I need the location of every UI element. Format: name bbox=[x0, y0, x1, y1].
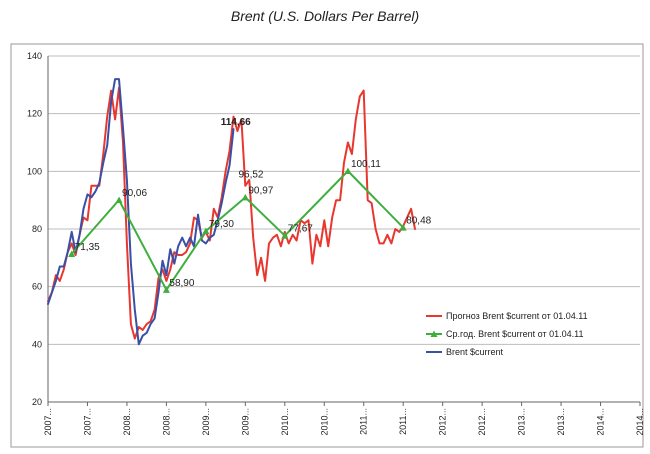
series-line-1 bbox=[70, 170, 405, 291]
x-tick-label: 2013... bbox=[556, 408, 566, 436]
y-tick-label: 140 bbox=[27, 51, 42, 61]
y-tick-label: 120 bbox=[27, 109, 42, 119]
y-tick-label: 20 bbox=[32, 397, 42, 407]
x-tick-label: 2012... bbox=[438, 408, 448, 436]
series-marker-1 bbox=[115, 196, 123, 203]
legend-marker-1 bbox=[430, 330, 438, 337]
plot-frame bbox=[10, 43, 644, 448]
series-marker-1 bbox=[241, 193, 249, 201]
x-tick-label: 2014... bbox=[635, 408, 645, 436]
data-label: 77,67 bbox=[288, 224, 313, 235]
x-tick-label: 2013... bbox=[517, 408, 527, 436]
data-label: 96,52 bbox=[238, 169, 263, 180]
axes: 20 40 60 80 100 120 140 2007... 2007... 2008... 20… bbox=[27, 51, 645, 436]
x-tick-label: 2011... bbox=[398, 408, 408, 435]
x-tick-label: 2009... bbox=[201, 408, 211, 436]
x-tick-label: 2010... bbox=[280, 408, 290, 436]
x-tick-label: 2008... bbox=[122, 408, 132, 436]
series-line-0 bbox=[47, 86, 416, 340]
series-marker-1 bbox=[344, 167, 352, 175]
series-group bbox=[47, 78, 416, 346]
x-tick-label: 2009... bbox=[240, 408, 250, 436]
chart-title: Brent (U.S. Dollars Per Barrel) bbox=[230, 8, 420, 24]
y-tick-label: 100 bbox=[27, 166, 42, 176]
x-tick-label: 2008... bbox=[161, 408, 171, 436]
series-marker-1 bbox=[202, 227, 210, 235]
y-tick-label: 40 bbox=[32, 339, 42, 349]
x-tick-label: 2012... bbox=[477, 408, 487, 436]
data-label: 114,66 bbox=[221, 117, 251, 128]
x-tick-label: 2014... bbox=[596, 408, 606, 436]
data-label: 90,06 bbox=[122, 188, 147, 199]
legend-label-1: Ср.год. Brent $current от 01.04.11 bbox=[446, 329, 583, 339]
x-tick-label: 2007... bbox=[82, 408, 92, 436]
series-marker-1 bbox=[68, 250, 76, 257]
series-line-2 bbox=[47, 78, 235, 346]
series-marker-1 bbox=[399, 224, 407, 231]
data-label: 79,30 bbox=[209, 219, 234, 230]
legend-label-0: Прогноз Brent $current от 01.04.11 bbox=[446, 311, 588, 321]
y-tick-label: 60 bbox=[32, 282, 42, 292]
series-marker-1 bbox=[162, 286, 170, 293]
data-labels: 71,35 90,06 58,90 79,30 96,52 90,97 77,67 100,1… bbox=[75, 117, 432, 289]
data-label: 90,97 bbox=[248, 185, 273, 196]
data-label: 80,48 bbox=[406, 216, 431, 227]
x-tick-label: 2011... bbox=[359, 408, 369, 435]
data-label: 71,35 bbox=[75, 242, 100, 253]
x-tick-label: 2010... bbox=[319, 408, 329, 436]
x-tick-label: 2007... bbox=[43, 408, 53, 436]
series-marker-1 bbox=[281, 232, 289, 239]
legend: Прогноз Brent $current от 01.04.11 Ср.год… bbox=[426, 311, 588, 357]
data-label: 58,90 bbox=[169, 278, 194, 289]
data-label: 100,11 bbox=[351, 159, 381, 170]
legend-label-2: Brent $current bbox=[446, 347, 504, 357]
y-tick-label: 80 bbox=[32, 224, 42, 234]
